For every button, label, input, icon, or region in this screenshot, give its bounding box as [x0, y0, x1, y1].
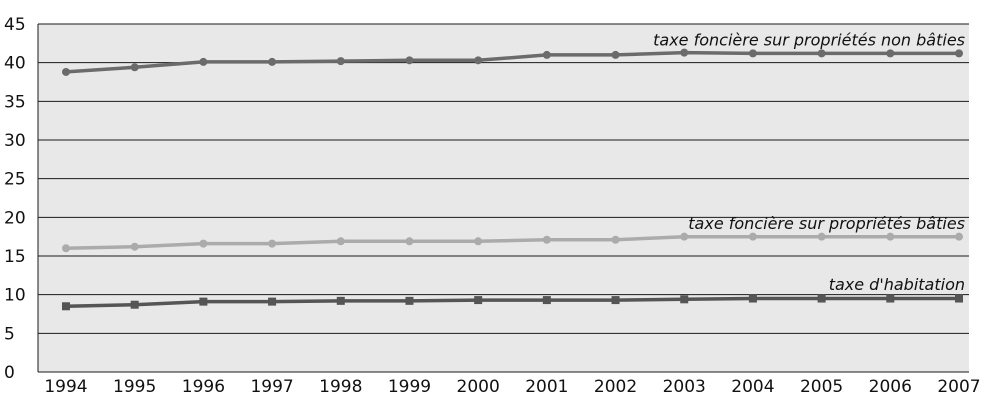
series-1 [62, 48, 963, 76]
data-point [611, 235, 620, 244]
data-point [268, 297, 277, 306]
series-line [65, 296, 959, 309]
series-labels: taxe foncière sur propriétés non bâties t… [653, 31, 965, 294]
data-point [336, 237, 345, 246]
y-tick-label: 25 [4, 170, 26, 190]
x-tick-label: 1999 [388, 377, 431, 395]
data-point [268, 57, 277, 66]
data-point [130, 300, 139, 309]
data-point [680, 232, 689, 241]
data-point [955, 294, 963, 303]
series-layer [62, 48, 963, 311]
data-point [886, 232, 895, 241]
data-point [405, 56, 414, 65]
data-point [680, 48, 689, 57]
x-tick-label: 1995 [113, 377, 156, 395]
data-point [748, 294, 757, 303]
data-point [542, 235, 551, 244]
data-point [405, 296, 414, 305]
data-point [474, 56, 483, 65]
data-point [748, 49, 757, 58]
y-tick-label: 30 [4, 131, 26, 151]
data-point [130, 63, 139, 72]
y-tick-label: 15 [4, 247, 26, 267]
y-tick-label: 45 [4, 15, 26, 35]
x-tick-label: 2001 [525, 377, 568, 395]
data-point [336, 296, 345, 305]
x-tick-label: 1996 [182, 377, 225, 395]
data-point [405, 237, 414, 246]
data-point [611, 296, 620, 305]
x-tick-label: 1998 [319, 377, 362, 395]
x-axis: 1994 1995 1996 1997 1998 1999 2000 2001 2002 2003… [44, 377, 980, 395]
data-point [62, 67, 70, 76]
x-tick-label: 2004 [731, 377, 774, 395]
data-point [955, 232, 963, 241]
y-tick-label: 35 [4, 92, 26, 112]
data-point [611, 50, 620, 59]
data-point [817, 294, 826, 303]
x-tick-label: 1997 [250, 377, 293, 395]
x-tick-label: 2005 [800, 377, 843, 395]
x-tick-label: 2006 [869, 377, 912, 395]
x-tick-label: 1994 [44, 377, 87, 395]
x-tick-label: 2007 [937, 377, 980, 395]
y-axis: 0 5 10 15 20 25 30 35 40 45 [4, 15, 39, 383]
data-point [817, 232, 826, 241]
data-point [199, 297, 208, 306]
series-label: taxe foncière sur propriétés non bâties [653, 31, 965, 50]
data-point [336, 57, 345, 66]
y-tick-label: 5 [4, 324, 15, 344]
y-tick-label: 0 [4, 363, 15, 383]
series-line [65, 234, 959, 251]
series-label: taxe foncière sur propriétés bâties [688, 214, 965, 233]
x-tick-label: 2002 [594, 377, 637, 395]
data-point [199, 239, 208, 248]
data-point [199, 57, 208, 66]
data-point [955, 49, 963, 58]
series-3 [62, 294, 963, 311]
data-point [62, 302, 70, 311]
data-point [817, 49, 826, 58]
series-label: taxe d'habitation [829, 275, 965, 294]
plot-area [38, 24, 969, 372]
y-tick-label: 10 [4, 286, 26, 306]
y-tick-label: 20 [4, 208, 26, 228]
data-point [680, 295, 689, 304]
series-line [65, 50, 959, 74]
data-point [130, 242, 139, 251]
data-point [268, 239, 277, 248]
data-point [542, 50, 551, 59]
gridlines [38, 23, 969, 373]
data-point [886, 294, 895, 303]
y-tick-label: 40 [4, 54, 26, 74]
data-point [474, 296, 483, 305]
data-point [886, 49, 895, 58]
data-point [474, 237, 483, 246]
series-2 [62, 232, 963, 253]
data-point [62, 244, 70, 253]
data-point [542, 296, 551, 305]
x-tick-label: 2003 [663, 377, 706, 395]
x-tick-label: 2000 [457, 377, 500, 395]
data-point [748, 232, 757, 241]
